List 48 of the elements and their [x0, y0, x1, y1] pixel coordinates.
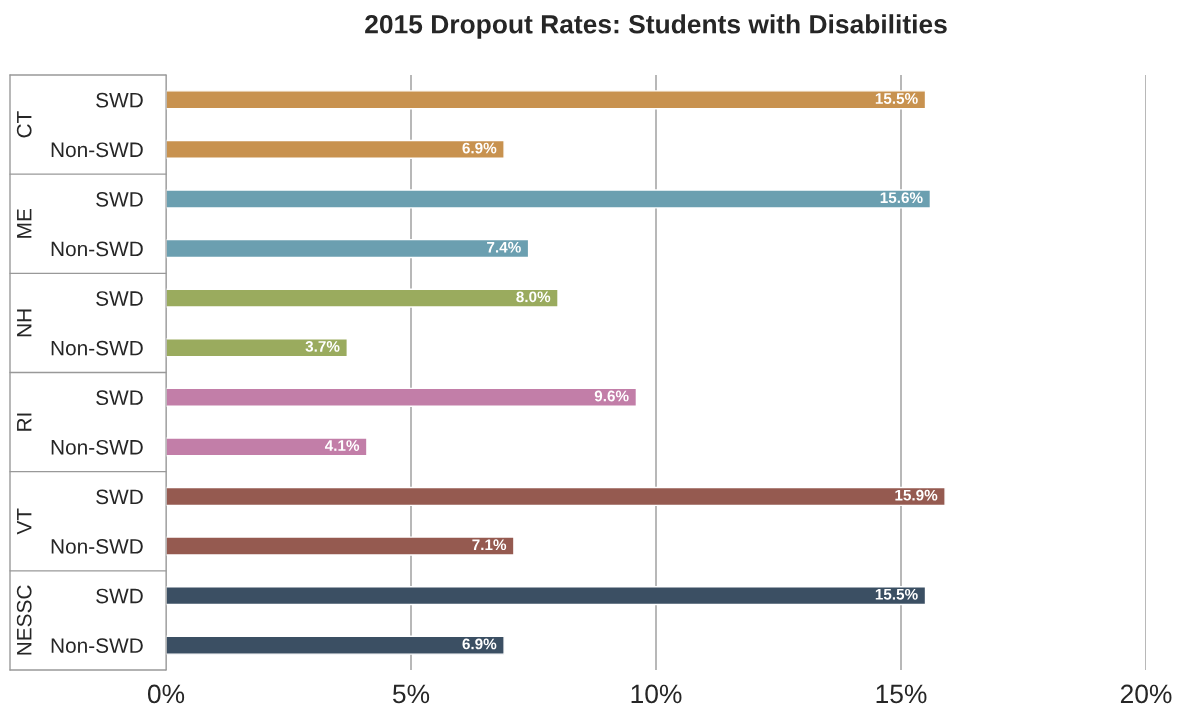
- data-label: 9.6%: [594, 390, 629, 402]
- bar: [166, 189, 932, 209]
- chart-title: 2015 Dropout Rates: Students with Disabilities: [365, 14, 947, 39]
- data-label: 8.0%: [516, 291, 551, 303]
- bar: [166, 338, 348, 358]
- y2-tick-label: RI: [17, 413, 32, 431]
- bar: [166, 387, 638, 407]
- x-tick-label: 15%: [876, 684, 927, 704]
- data-label: 15.6%: [880, 192, 923, 204]
- data-label: 15.9%: [895, 489, 938, 501]
- bar: [166, 238, 530, 259]
- bar: [166, 288, 559, 308]
- data-label: 6.9%: [462, 142, 497, 154]
- x-tick-label: 10%: [631, 684, 682, 704]
- y-tick-label: SWD: [96, 92, 143, 108]
- x-tick-label: 0%: [147, 684, 185, 704]
- x-tick-label: 20%: [1120, 684, 1172, 704]
- bar: [166, 90, 927, 110]
- data-label: 6.9%: [462, 638, 497, 650]
- bar: [166, 437, 368, 457]
- bar: [166, 536, 515, 556]
- data-label: 15.5%: [875, 588, 918, 600]
- data-label: 4.1%: [324, 440, 360, 451]
- y-tick-label: SWD: [96, 291, 143, 306]
- bar: [166, 586, 927, 606]
- data-label: 15.5%: [875, 93, 918, 104]
- data-label: 7.1%: [472, 539, 507, 551]
- y-tick-label: Non-SWD: [51, 340, 143, 356]
- bar: [166, 635, 505, 655]
- y-tick-label: Non-SWD: [51, 439, 143, 455]
- bar: [166, 486, 946, 507]
- y-tick-label: SWD: [96, 489, 143, 505]
- y-tick-label: Non-SWD: [51, 142, 143, 158]
- y-tick-label: Non-SWD: [51, 638, 143, 653]
- y-tick-label: Non-SWD: [51, 241, 143, 257]
- y2-tick-label: VT: [17, 508, 32, 535]
- y-tick-label: SWD: [96, 191, 143, 207]
- y-tick-label: SWD: [96, 588, 143, 604]
- bar: [166, 139, 505, 159]
- y2-tick-label: CT: [16, 111, 32, 138]
- y2-tick-label: ME: [17, 209, 32, 238]
- y2-tick-label: NESSC: [16, 585, 32, 655]
- x-tick-label: 5%: [392, 684, 430, 704]
- data-label: 3.7%: [305, 340, 340, 352]
- data-label: 7.4%: [487, 241, 521, 253]
- y2-tick-label: NH: [17, 309, 32, 337]
- y-tick-label: Non-SWD: [51, 539, 143, 554]
- y-tick-label: SWD: [96, 390, 143, 406]
